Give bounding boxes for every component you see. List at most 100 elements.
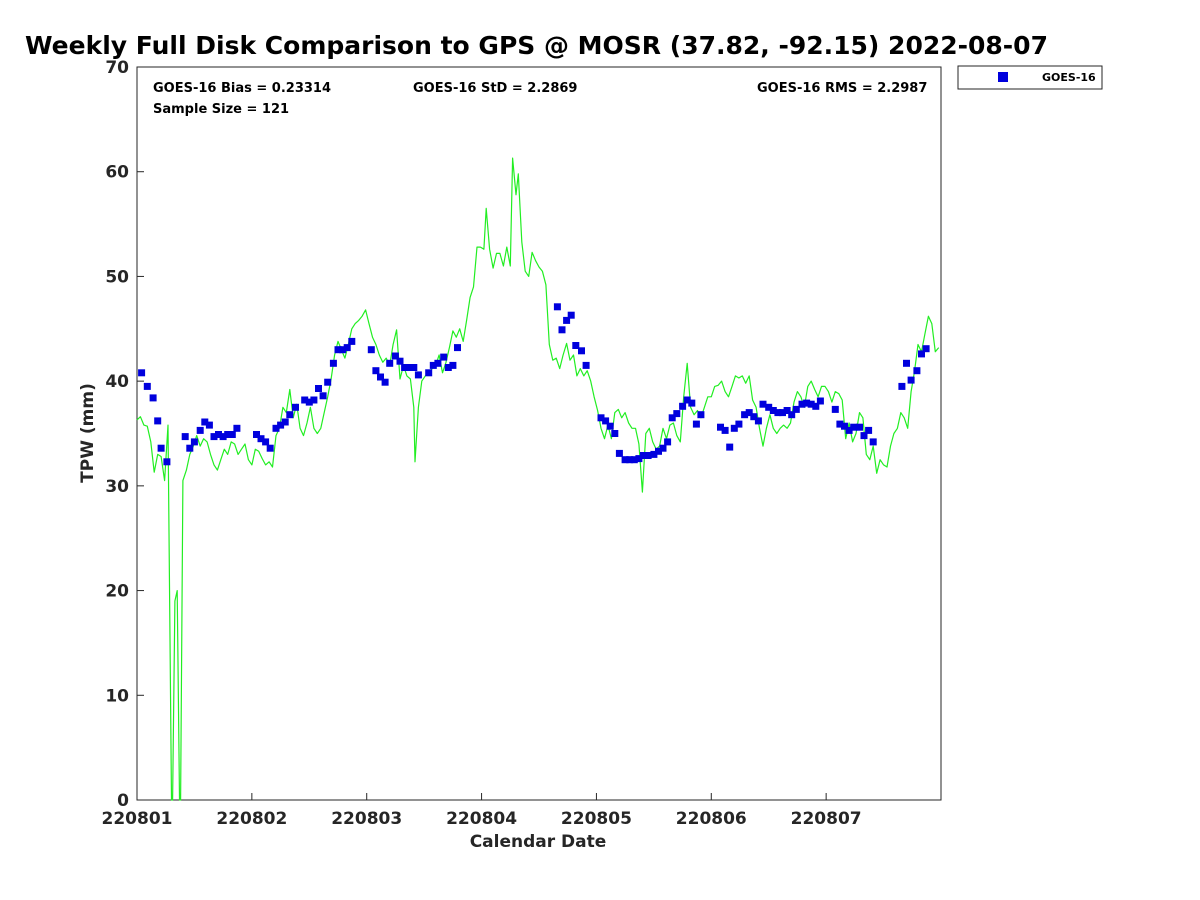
- goes16-point: [673, 410, 681, 418]
- goes16-point: [668, 414, 676, 422]
- y-tick-label: 0: [117, 791, 129, 811]
- goes16-point: [626, 456, 634, 464]
- goes16-point: [735, 420, 743, 428]
- gps-tpw-line: [136, 157, 940, 801]
- goes16-point: [205, 421, 213, 429]
- goes16-point: [697, 411, 705, 419]
- y-tick-label: 30: [105, 477, 129, 497]
- goes16-point: [807, 400, 815, 408]
- y-tick-label: 20: [105, 582, 129, 602]
- goes16-point: [783, 407, 791, 414]
- legend-label-goes16: GOES-16: [1042, 71, 1096, 84]
- goes16-point: [621, 456, 629, 464]
- goes16-point: [305, 398, 313, 406]
- goes16-point: [750, 413, 758, 421]
- goes16-point: [210, 433, 218, 441]
- plot-area-frame: [136, 66, 942, 801]
- goes16-point: [611, 430, 619, 437]
- goes16-point: [831, 405, 839, 413]
- x-tick-label: 220806: [676, 809, 747, 829]
- goes16-point: [779, 409, 786, 417]
- goes16-point: [841, 422, 848, 430]
- goes16-point: [726, 443, 734, 451]
- goes16-point: [143, 382, 151, 390]
- y-tick-label: 60: [105, 163, 129, 183]
- goes16-point: [377, 373, 384, 381]
- goes16-point: [157, 444, 165, 452]
- goes16-point: [679, 402, 687, 410]
- goes16-point: [615, 449, 623, 457]
- goes16-point: [788, 411, 796, 419]
- series-layer: [136, 157, 940, 801]
- goes16-point: [401, 364, 409, 371]
- goes16-point: [315, 385, 322, 392]
- goes16-point: [449, 361, 457, 369]
- goes16-point: [563, 316, 571, 324]
- x-axis: 220801 220802 220803 220804 220805 220806 2208…: [102, 793, 862, 829]
- goes16-point: [425, 369, 433, 377]
- goes16-point: [391, 352, 399, 360]
- goes16-point: [292, 403, 299, 411]
- goes16-point: [741, 411, 749, 419]
- goes16-point: [850, 423, 858, 431]
- goes16-point: [765, 403, 773, 411]
- goes16-point: [281, 418, 289, 426]
- y-tick-label: 50: [105, 267, 129, 287]
- goes16-point: [659, 444, 667, 452]
- y-axis-label: TPW (mm): [78, 383, 98, 483]
- goes16-point: [683, 396, 691, 404]
- goes16-point: [812, 402, 820, 410]
- x-tick-label: 220801: [102, 809, 173, 829]
- goes16-point: [792, 405, 800, 413]
- goes16-point: [181, 433, 189, 441]
- bias-stat: GOES-16 Bias = 0.23314: [153, 81, 331, 96]
- goes16-point: [721, 426, 729, 434]
- goes16-point: [324, 378, 332, 386]
- goes16-point: [277, 421, 285, 429]
- goes16-point: [816, 397, 824, 405]
- goes16-point: [454, 344, 461, 352]
- goes16-point: [201, 418, 209, 426]
- goes16-point: [372, 367, 380, 375]
- goes16-point: [572, 342, 580, 349]
- goes16-point: [869, 438, 877, 446]
- goes16-point: [913, 367, 921, 375]
- goes16-point: [440, 353, 448, 361]
- y-tick-label: 40: [105, 372, 129, 392]
- goes16-point: [898, 382, 906, 390]
- goes16-point: [301, 396, 309, 404]
- goes16-point: [836, 420, 844, 428]
- goes16-point: [262, 438, 270, 446]
- goes16-point: [343, 344, 351, 352]
- x-tick-label: 220803: [331, 809, 402, 829]
- legend: GOES-16: [957, 65, 1103, 90]
- goes16-point: [257, 435, 265, 443]
- goes16-point: [334, 346, 342, 354]
- goes16-point: [774, 409, 782, 417]
- goes16-point: [597, 414, 605, 422]
- sample-size-stat: Sample Size = 121: [153, 102, 289, 117]
- goes16-point: [558, 326, 566, 334]
- goes16-point: [640, 452, 647, 459]
- goes16-point: [405, 364, 413, 371]
- goes16-point: [918, 350, 925, 358]
- goes16-point: [865, 426, 873, 434]
- goes16-point: [310, 396, 318, 404]
- goes16-point: [578, 347, 585, 355]
- goes16-point: [845, 426, 853, 434]
- goes16-point: [860, 432, 868, 440]
- goes16-point: [219, 433, 227, 441]
- goes16-point: [582, 361, 590, 369]
- goes16-point: [444, 364, 452, 371]
- x-tick-label: 220805: [561, 809, 632, 829]
- goes16-point: [215, 431, 222, 438]
- goes16-point: [149, 394, 157, 402]
- goes16-point: [286, 411, 294, 419]
- goes16-point: [266, 444, 274, 452]
- goes16-point: [329, 359, 337, 367]
- goes16-point: [381, 378, 389, 386]
- goes16-point: [434, 359, 442, 367]
- goes16-point: [154, 417, 162, 425]
- goes16-point: [664, 438, 672, 446]
